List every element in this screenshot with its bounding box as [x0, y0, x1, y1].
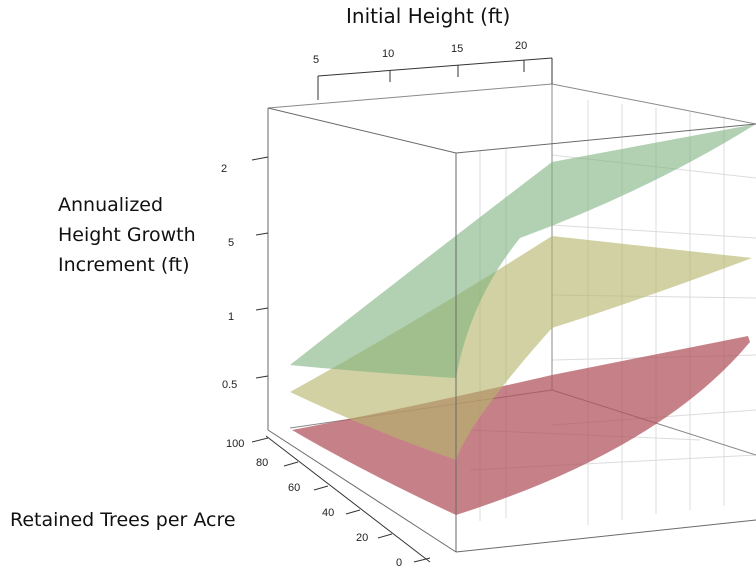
box-edge	[267, 83, 553, 109]
surface-lower	[292, 336, 750, 515]
x-axis-line	[317, 57, 553, 77]
grid-line	[551, 224, 756, 239]
box-edge	[455, 123, 756, 154]
x-axis-label: Initial Height (ft)	[346, 4, 511, 28]
y-tick-mark	[255, 375, 269, 379]
y-axis	[251, 156, 269, 379]
x-tick-label: 5	[313, 54, 319, 66]
x-axis	[317, 57, 553, 100]
z-tick-label: 60	[288, 482, 300, 494]
box-edge	[267, 429, 457, 553]
z-tick-mark	[283, 461, 299, 467]
surface-upper	[290, 124, 756, 378]
x-tick-label: 10	[382, 48, 394, 60]
z-axis-label: Retained Trees per Acre	[10, 509, 236, 531]
z-tick-label: 100	[226, 438, 244, 450]
y-tick-label: 2	[221, 163, 227, 175]
y-tick-mark	[255, 307, 269, 311]
y-tick-label: 0.5	[222, 379, 237, 391]
z-tick-mark	[413, 557, 431, 563]
box-edge	[267, 107, 457, 154]
y-tick-label: 1	[228, 311, 234, 323]
z-tick-mark	[345, 509, 361, 515]
x-tick-label: 20	[515, 40, 527, 52]
surfaces	[290, 124, 756, 515]
y-axis-label: Annualized Height Growth Increment (ft)	[58, 190, 196, 280]
surface-middle	[290, 236, 752, 460]
box-edge	[455, 519, 756, 553]
z-tick-mark	[313, 485, 329, 491]
z-tick-mark	[251, 437, 269, 443]
z-axis	[251, 435, 431, 563]
z-tick-label: 20	[356, 532, 368, 544]
y-axis-label-line-3: Increment (ft)	[58, 254, 190, 276]
z-axis-line	[265, 435, 431, 563]
y-tick-label: 5	[228, 237, 234, 249]
z-tick-label: 40	[322, 507, 334, 519]
z-tick-label: 0	[396, 557, 402, 569]
y-tick-mark	[255, 232, 269, 236]
z-tick-mark	[377, 533, 393, 539]
z-tick-label: 80	[256, 457, 268, 469]
y-tick-mark	[251, 156, 269, 161]
x-tick-label: 15	[451, 43, 463, 55]
box-edge	[551, 83, 756, 125]
y-axis-label-line-1: Annualized	[58, 194, 164, 216]
y-axis-label-line-2: Height Growth	[58, 224, 196, 246]
